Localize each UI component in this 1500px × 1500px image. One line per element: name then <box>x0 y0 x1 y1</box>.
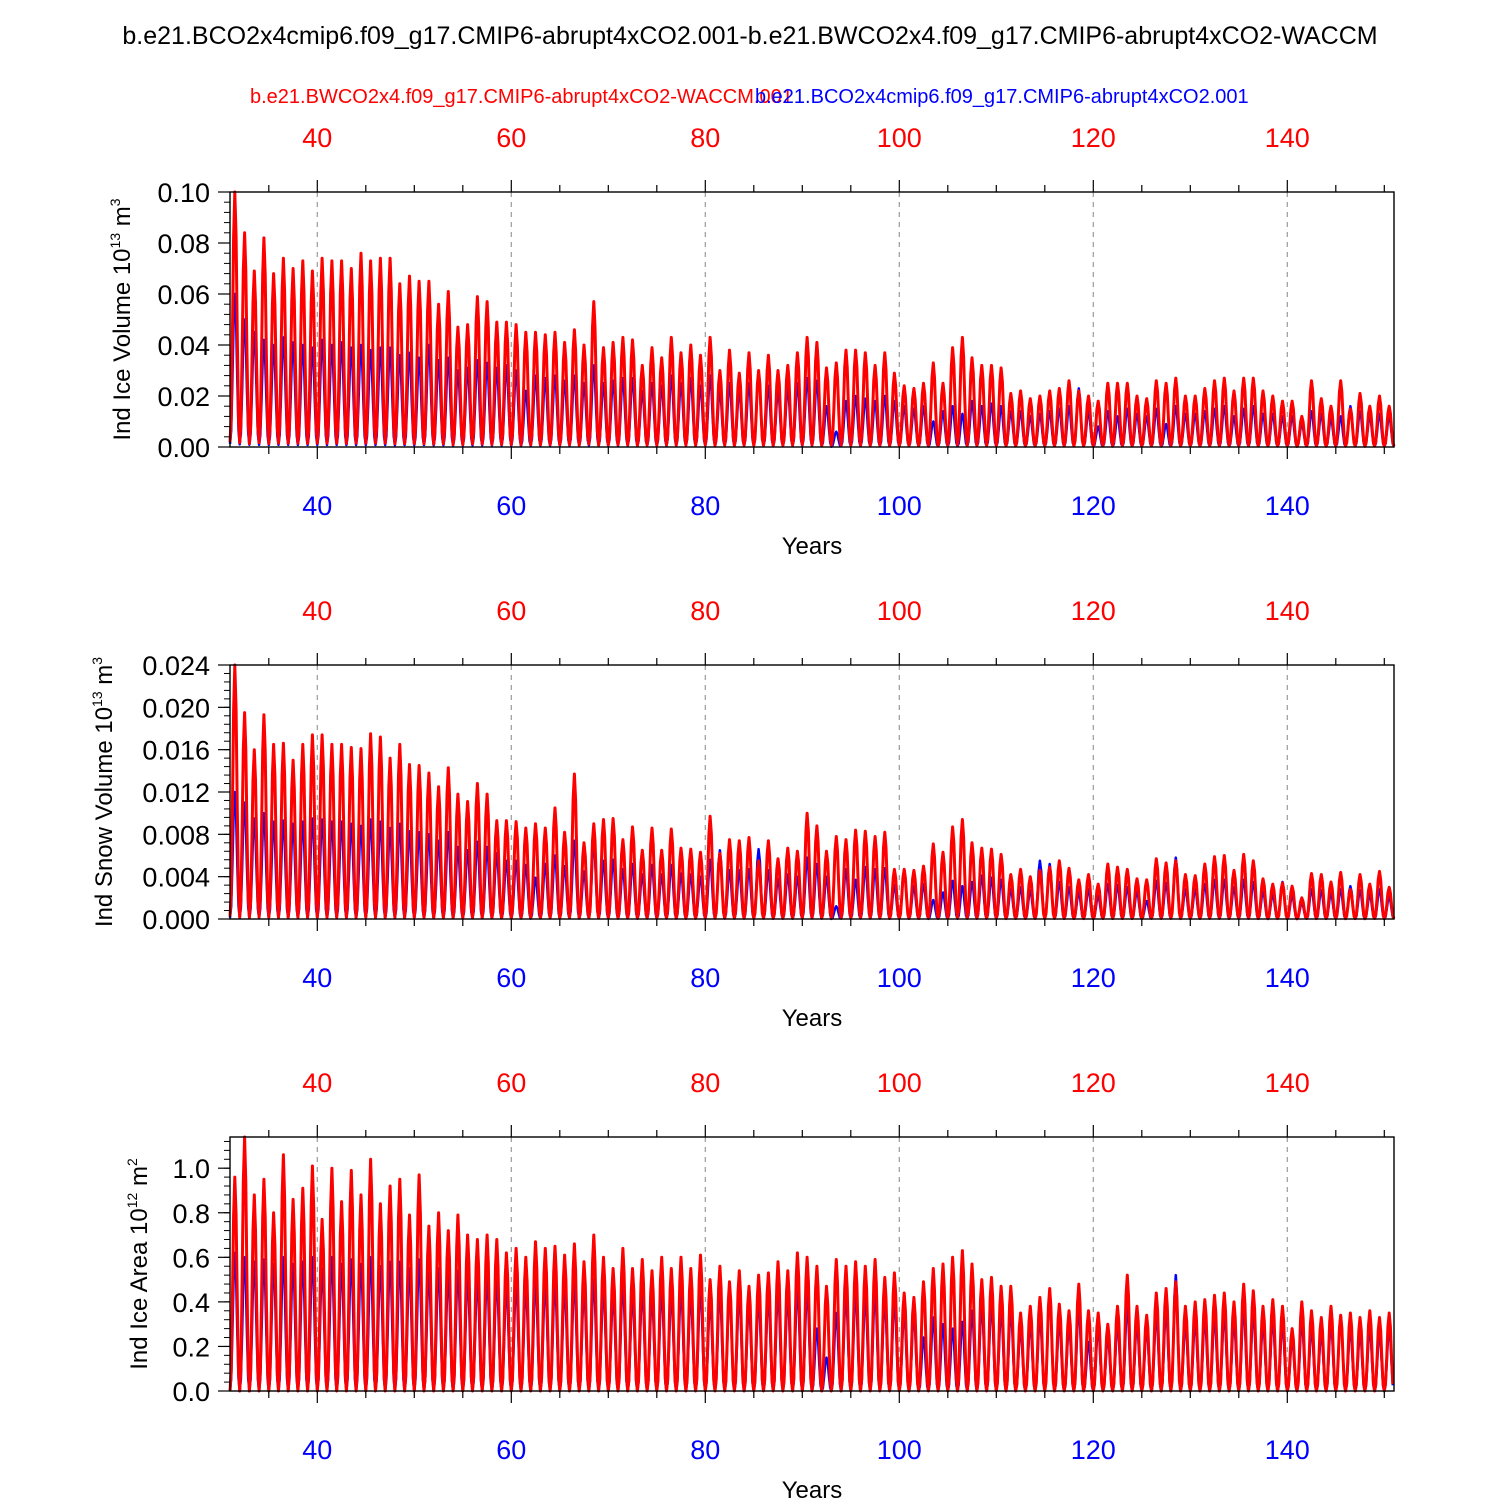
y-tick-label: 0.0 <box>172 1377 210 1407</box>
x-tick-label-bottom: 140 <box>1265 1435 1310 1465</box>
x-tick-label-top: 40 <box>302 1068 332 1098</box>
x-tick-label-top: 60 <box>496 123 526 153</box>
y-tick-label: 0.020 <box>142 693 210 723</box>
x-tick-label-top: 140 <box>1265 596 1310 626</box>
x-tick-label-bottom: 60 <box>496 963 526 993</box>
legend-blue-case: b.e21.BCO2x4cmip6.f09_g17.CMIP6-abrupt4x… <box>755 86 1249 108</box>
x-tick-label-bottom: 80 <box>690 1435 720 1465</box>
x-tick-label-top: 100 <box>877 123 922 153</box>
x-tick-label-bottom: 120 <box>1071 491 1116 521</box>
x-tick-label-bottom: 40 <box>302 491 332 521</box>
x-tick-label-bottom: 100 <box>877 1435 922 1465</box>
chart-panel-1: 40 40 60 60 80 80 100 100 120 120 140 140 Years 0.00 0… <box>107 123 1396 560</box>
y-tick-label: 0.08 <box>157 229 210 259</box>
x-tick-label-top: 120 <box>1071 123 1116 153</box>
x-tick-label-top: 100 <box>877 596 922 626</box>
y-tick-label: 0.008 <box>142 820 210 850</box>
chart-title: b.e21.BCO2x4cmip6.f09_g17.CMIP6-abrupt4x… <box>122 22 1377 50</box>
x-tick-label-bottom: 100 <box>877 491 922 521</box>
y-tick-label: 0.000 <box>142 905 210 935</box>
y-tick-label: 0.6 <box>172 1243 210 1273</box>
y-tick-label: 1.0 <box>172 1154 210 1184</box>
x-tick-label-bottom: 60 <box>496 491 526 521</box>
y-tick-label: 0.016 <box>142 736 210 766</box>
x-axis-label: Years <box>782 533 843 560</box>
x-tick-label-bottom: 100 <box>877 963 922 993</box>
x-tick-label-bottom: 80 <box>690 491 720 521</box>
x-tick-label-top: 140 <box>1265 123 1310 153</box>
x-tick-label-bottom: 120 <box>1071 963 1116 993</box>
y-axis-label: Ind Ice Area 1012 m2 <box>124 1158 153 1370</box>
y-axis-label: Ind Ice Volume 1013 m3 <box>107 198 136 440</box>
y-tick-label: 0.004 <box>142 863 210 893</box>
y-tick-label: 0.06 <box>157 280 210 310</box>
x-tick-label-bottom: 40 <box>302 963 332 993</box>
y-tick-label: 0.10 <box>157 178 210 208</box>
x-tick-label-top: 40 <box>302 596 332 626</box>
x-tick-label-bottom: 40 <box>302 1435 332 1465</box>
x-tick-label-top: 140 <box>1265 1068 1310 1098</box>
y-tick-label: 0.2 <box>172 1332 210 1362</box>
plot-frame <box>229 1136 1395 1392</box>
plot-frame <box>229 191 1395 448</box>
y-tick-label: 0.024 <box>142 651 210 681</box>
y-tick-label: 0.04 <box>157 331 210 361</box>
y-tick-label: 0.4 <box>172 1288 210 1318</box>
chart-panels: 404060608080100100120120140140Years0.000… <box>89 123 1396 1500</box>
x-tick-label-top: 40 <box>302 123 332 153</box>
legend-red-case: b.e21.BWCO2x4.f09_g17.CMIP6-abrupt4xCO2-… <box>250 86 793 108</box>
y-axis-label: Ind Snow Volume 1013 m3 <box>89 657 118 927</box>
series-line-red <box>228 663 1396 921</box>
x-tick-label-top: 60 <box>496 1068 526 1098</box>
y-tick-label: 0.8 <box>172 1199 210 1229</box>
x-tick-label-bottom: 140 <box>1265 963 1310 993</box>
x-tick-label-top: 120 <box>1071 596 1116 626</box>
series-line-red <box>228 190 1396 448</box>
x-tick-label-bottom: 120 <box>1071 1435 1116 1465</box>
y-tick-label: 0.012 <box>142 778 210 808</box>
x-axis-label: Years <box>782 1477 843 1500</box>
x-tick-label-bottom: 140 <box>1265 491 1310 521</box>
x-tick-label-top: 60 <box>496 596 526 626</box>
chart-panel-2: 40 40 60 60 80 80 100 100 120 120 140 140 Years 0.000… <box>89 596 1396 1032</box>
plot-frame <box>229 664 1395 920</box>
x-axis-label: Years <box>782 1005 843 1032</box>
chart-panel-3: 40 40 60 60 80 80 100 100 120 120 140 140 Years 0.0 0.… <box>124 1068 1395 1500</box>
x-tick-label-bottom: 80 <box>690 963 720 993</box>
y-tick-label: 0.00 <box>157 433 210 463</box>
x-tick-label-top: 100 <box>877 1068 922 1098</box>
y-tick-label: 0.02 <box>157 382 210 412</box>
x-tick-label-top: 80 <box>690 123 720 153</box>
series-line-red <box>228 1135 1395 1393</box>
x-tick-label-top: 80 <box>690 596 720 626</box>
x-tick-label-top: 120 <box>1071 1068 1116 1098</box>
x-tick-label-bottom: 60 <box>496 1435 526 1465</box>
x-tick-label-top: 80 <box>690 1068 720 1098</box>
